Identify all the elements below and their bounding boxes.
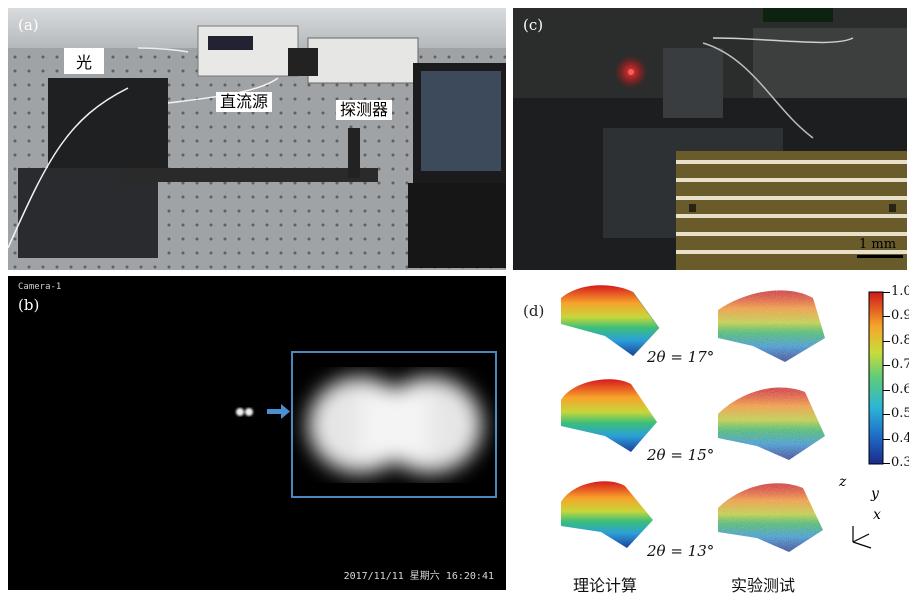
tag-dc-source: 直流源 (216, 92, 273, 112)
panel-c-label: (c) (523, 16, 544, 34)
experiment-surface-13 (718, 483, 823, 552)
angle-label-17: 2θ = 17° (647, 348, 715, 366)
colorbar (868, 291, 884, 465)
beam-spot-small (236, 408, 253, 416)
panel-a-photo: (a) 光 直流源 探测器 (8, 8, 506, 270)
theory-surface-17 (561, 285, 660, 357)
optical-bench-illustration (8, 8, 506, 270)
panel-d-label: (d) (523, 302, 545, 320)
colorbar-tick: 0.8 (891, 333, 909, 348)
colorbar-tick: 0.7 (891, 357, 909, 372)
panel-b-camera: Camera-1 (b) 2017/11/11 星期六 16:20:41 (8, 276, 506, 590)
axis-y-label: y (871, 486, 879, 502)
colorbar-tick: 0.5 (891, 406, 909, 421)
colorbar-tick: 0.9 (891, 308, 909, 323)
tag-detector: 探测器 (336, 100, 393, 120)
camera-name: Camera-1 (18, 282, 62, 292)
axis-z-label: z (839, 474, 847, 490)
theory-surface-15 (561, 379, 657, 452)
colorbar-ticks: 1.0 0.9 0.8 0.7 0.6 0.5 0.4 0.3 (869, 284, 909, 470)
angle-label-15: 2θ = 15° (647, 446, 715, 464)
panel-d-surfaces: (d) (513, 276, 909, 594)
theory-surface-13 (561, 481, 653, 548)
experiment-surface-15 (718, 387, 825, 460)
surface-plots (561, 285, 884, 552)
beam-spot-view (236, 351, 497, 498)
scale-bar-label: 1 mm (859, 237, 897, 252)
axes-triad-icon (852, 526, 872, 549)
colorbar-tick: 1.0 (891, 284, 909, 299)
panel-c-photo: (c) 1 mm (513, 8, 907, 270)
panel-a-label: (a) (18, 16, 39, 34)
colorbar-tick: 0.6 (891, 382, 909, 397)
caption-experiment: 实验测试 (731, 576, 796, 594)
camera-timestamp: 2017/11/11 星期六 16:20:41 (343, 571, 494, 582)
colorbar-tick: 0.3 (891, 455, 909, 470)
tag-source-fragment: 光 (64, 48, 104, 74)
beam-spot-magnified (308, 377, 482, 473)
caption-theory: 理论计算 (573, 576, 638, 594)
inset-electrode-image (676, 151, 907, 270)
colorbar-tick: 0.4 (891, 431, 909, 446)
dark-setup-illustration (513, 8, 907, 270)
experiment-surface-17 (718, 290, 825, 362)
panel-b-label: (b) (18, 296, 40, 314)
angle-label-13: 2θ = 13° (647, 542, 715, 560)
zoom-arrow-icon (267, 404, 290, 419)
axis-x-label: x (873, 507, 881, 523)
